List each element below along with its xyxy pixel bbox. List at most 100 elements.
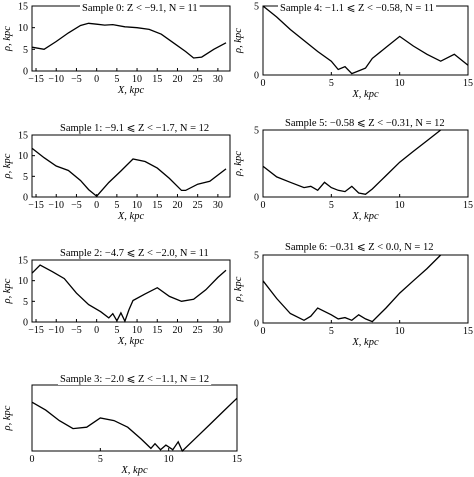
x-tick-label: −10 bbox=[48, 200, 64, 211]
series-line bbox=[262, 5, 469, 75]
chart-panel-2: −15 −10 −5 0 5 10 15 20 25 30 0 5 10 15 Sample 2: −4.7… bbox=[2, 248, 231, 347]
x-tick-label: 20 bbox=[172, 74, 182, 85]
x-axis-label: X, kpc bbox=[120, 465, 148, 476]
title-backdrop bbox=[283, 242, 436, 253]
y-axis-label: ρ, kpc bbox=[2, 405, 13, 431]
title-backdrop bbox=[80, 3, 200, 14]
plot-frame bbox=[31, 134, 231, 198]
chart-title: Sample 2: −4.7 ⩽ Z < −2.0, N = 11 bbox=[60, 248, 209, 259]
y-axis-label: ρ, kpc bbox=[2, 278, 13, 304]
title-backdrop bbox=[58, 248, 211, 259]
y-tick-label: 0 bbox=[23, 67, 28, 78]
x-tick-label: −10 bbox=[48, 74, 64, 85]
x-tick-label: 25 bbox=[193, 200, 203, 211]
x-tick-label: 5 bbox=[329, 326, 334, 337]
x-tick-label: 30 bbox=[213, 200, 223, 211]
chart-title: Sample 4: −1.1 ⩽ Z < −0.58, N = 11 bbox=[280, 3, 434, 14]
series-line bbox=[262, 129, 442, 195]
x-tick-label: 0 bbox=[30, 454, 35, 465]
chart-panel-0: −15 −10 −5 0 5 10 15 20 25 30 0 5 10 15 Sample 0: Z < … bbox=[2, 2, 231, 96]
x-tick-label: 5 bbox=[114, 325, 119, 336]
x-tick-label: 25 bbox=[193, 325, 203, 336]
plot-frame bbox=[262, 129, 469, 198]
x-tick-label: 20 bbox=[172, 200, 182, 211]
chart-panel-4: 0 5 10 15 0 5 Sample 4: −1.1 ⩽ Z < −0.58, N = … bbox=[233, 2, 473, 101]
x-axis-label: X, kpc bbox=[117, 211, 145, 222]
y-axis-label: ρ, kpc bbox=[233, 151, 244, 177]
x-tick-label: 15 bbox=[463, 200, 473, 211]
x-tick-label: 10 bbox=[164, 454, 174, 465]
y-tick-label: 0 bbox=[254, 71, 259, 82]
y-tick-label: 15 bbox=[18, 2, 28, 13]
x-tick-label: 15 bbox=[152, 74, 162, 85]
chart-title: Sample 0: Z < −9.1, N = 11 bbox=[82, 3, 198, 14]
plot-frame bbox=[31, 5, 231, 72]
x-tick-label: 0 bbox=[261, 200, 266, 211]
series-line bbox=[262, 254, 442, 323]
series-line bbox=[31, 22, 227, 59]
x-tick-label: −15 bbox=[28, 200, 44, 211]
y-tick-label: 5 bbox=[254, 126, 259, 137]
x-tick-label: 30 bbox=[213, 74, 223, 85]
x-tick-label: −5 bbox=[71, 200, 82, 211]
x-tick-label: 0 bbox=[94, 74, 99, 85]
y-axis-label: ρ, kpc bbox=[2, 153, 13, 179]
chart-title: Sample 6: −0.31 ⩽ Z < 0.0, N = 12 bbox=[285, 242, 433, 253]
x-tick-label: 10 bbox=[395, 200, 405, 211]
x-tick-label: 10 bbox=[132, 200, 142, 211]
x-tick-label: 0 bbox=[261, 78, 266, 89]
x-tick-label: −5 bbox=[71, 74, 82, 85]
x-tick-label: 5 bbox=[329, 78, 334, 89]
x-axis-label: X, kpc bbox=[351, 211, 379, 222]
x-tick-label: 5 bbox=[98, 454, 103, 465]
chart-title: Sample 1: −9.1 ⩽ Z < −1.7, N = 12 bbox=[60, 123, 209, 134]
plot-frame bbox=[31, 259, 231, 323]
plot-frame bbox=[262, 5, 469, 76]
x-tick-label: 20 bbox=[172, 325, 182, 336]
title-backdrop bbox=[283, 118, 447, 129]
x-tick-label: 10 bbox=[132, 325, 142, 336]
x-tick-label: 0 bbox=[261, 326, 266, 337]
x-axis-label: X, kpc bbox=[351, 89, 379, 100]
y-tick-label: 10 bbox=[18, 151, 28, 162]
y-tick-label: 10 bbox=[18, 23, 28, 34]
chart-panel-3: 0 5 10 15 Sample 3: −2.0 ⩽ Z < −1.1, N = 12 X… bbox=[2, 374, 242, 476]
x-tick-label: 15 bbox=[152, 200, 162, 211]
x-axis-label: X, kpc bbox=[117, 336, 145, 347]
x-tick-label: 0 bbox=[94, 325, 99, 336]
y-tick-label: 5 bbox=[23, 45, 28, 56]
chart-panel-6: 0 5 10 15 0 5 Sample 6: −0.31 ⩽ Z < 0.0, N = 1… bbox=[233, 242, 473, 348]
plot-frame bbox=[262, 254, 469, 324]
y-tick-label: 0 bbox=[254, 319, 259, 330]
x-tick-label: −5 bbox=[71, 325, 82, 336]
y-tick-label: 5 bbox=[254, 2, 259, 13]
series-line bbox=[31, 397, 238, 453]
series-line bbox=[31, 264, 227, 323]
y-tick-label: 5 bbox=[23, 172, 28, 183]
x-tick-label: 0 bbox=[94, 200, 99, 211]
x-tick-label: 5 bbox=[329, 200, 334, 211]
title-backdrop bbox=[58, 374, 212, 385]
y-tick-label: 5 bbox=[254, 251, 259, 262]
x-tick-label: 10 bbox=[132, 74, 142, 85]
plot-frame bbox=[31, 384, 238, 452]
x-tick-label: 30 bbox=[213, 325, 223, 336]
x-axis-label: X, kpc bbox=[351, 337, 379, 348]
title-backdrop bbox=[58, 123, 212, 134]
chart-panel-1: −15 −10 −5 0 5 10 15 20 25 30 0 5 10 15 Sample 1: −9.1… bbox=[2, 123, 231, 222]
y-tick-label: 5 bbox=[23, 297, 28, 308]
x-tick-label: 15 bbox=[463, 78, 473, 89]
x-tick-label: 15 bbox=[463, 326, 473, 337]
y-tick-label: 10 bbox=[18, 276, 28, 287]
y-tick-label: 0 bbox=[23, 193, 28, 204]
x-tick-label: −15 bbox=[28, 74, 44, 85]
y-tick-label: 0 bbox=[23, 318, 28, 329]
x-tick-label: 5 bbox=[114, 200, 119, 211]
series-line bbox=[31, 147, 227, 198]
x-tick-label: −15 bbox=[28, 325, 44, 336]
x-tick-label: 5 bbox=[114, 74, 119, 85]
y-tick-label: 0 bbox=[254, 193, 259, 204]
y-axis-label: ρ, kpc bbox=[233, 28, 244, 54]
x-tick-label: 10 bbox=[395, 78, 405, 89]
